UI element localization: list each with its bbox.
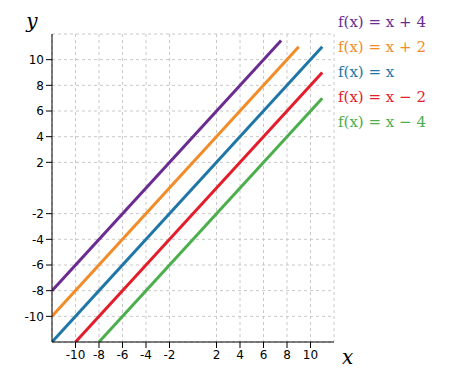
html-text:f(x) = x + 4: f(x) = x + 4 [338,13,426,31]
html-text:f(x) = x − 2: f(x) = x − 2 [338,88,426,106]
svg-text:8: 8 [283,348,291,362]
svg-text:y: y [25,9,38,33]
svg-text:-4: -4 [140,348,152,362]
svg-text:-6: -6 [32,258,44,272]
svg-text:4: 4 [36,130,44,144]
svg-text:10: 10 [303,348,318,362]
svg-text:-10: -10 [24,310,44,324]
html-text:f(x) = x: f(x) = x [338,63,395,81]
svg-text:-10: -10 [66,348,86,362]
svg-text:4: 4 [236,348,244,362]
svg-text:x: x [342,345,353,369]
svg-text:-8: -8 [93,348,105,362]
svg-text:-8: -8 [32,284,44,298]
svg-text:10: 10 [29,53,44,67]
svg-text:2: 2 [213,348,221,362]
svg-text:8: 8 [36,79,44,93]
svg-text:-4: -4 [32,233,44,247]
html-text:f(x) = x − 4: f(x) = x − 4 [338,113,426,131]
svg-text:-6: -6 [117,348,129,362]
svg-text:-2: -2 [164,348,176,362]
html-text:f(x) = x + 2: f(x) = x + 2 [338,38,426,56]
svg-text:6: 6 [36,104,44,118]
svg-text:6: 6 [260,348,268,362]
svg-text:-2: -2 [32,207,44,221]
svg-text:2: 2 [36,156,44,170]
